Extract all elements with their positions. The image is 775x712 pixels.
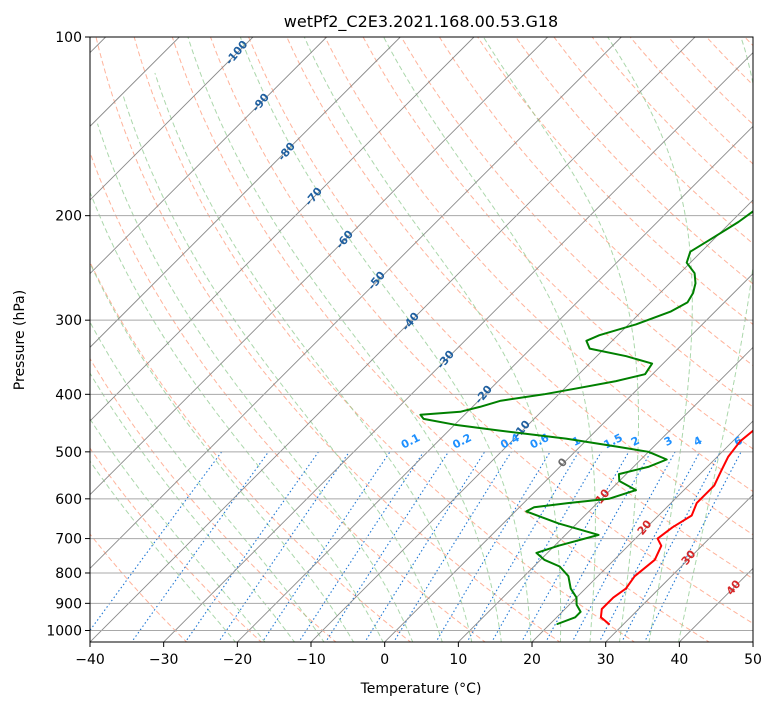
y-tick-label: 500 <box>55 445 82 461</box>
x-tick-label: 30 <box>597 652 615 668</box>
x-tick-label: 20 <box>523 652 541 668</box>
x-axis-label: Temperature (°C) <box>360 681 482 697</box>
y-tick-label: 600 <box>55 492 82 508</box>
y-tick-label: 1000 <box>46 624 82 640</box>
y-tick-label: 700 <box>55 532 82 548</box>
y-tick-label: 300 <box>55 313 82 329</box>
y-axis-label: Pressure (hPa) <box>12 290 28 390</box>
y-tick-label: 900 <box>55 596 82 612</box>
x-tick-label: 10 <box>449 652 467 668</box>
y-tick-label: 200 <box>55 209 82 225</box>
y-tick-label: 100 <box>55 30 82 46</box>
x-tick-label: 0 <box>380 652 389 668</box>
x-tick-label: −40 <box>75 652 105 668</box>
y-tick-label: 800 <box>55 566 82 582</box>
x-tick-label: −20 <box>223 652 253 668</box>
y-tick-label: 400 <box>55 387 82 403</box>
x-tick-label: 50 <box>744 652 762 668</box>
x-tick-label: −10 <box>296 652 326 668</box>
chart-title: wetPf2_C2E3.2021.168.00.53.G18 <box>284 12 558 32</box>
x-tick-label: −30 <box>149 652 179 668</box>
x-tick-label: 40 <box>670 652 688 668</box>
